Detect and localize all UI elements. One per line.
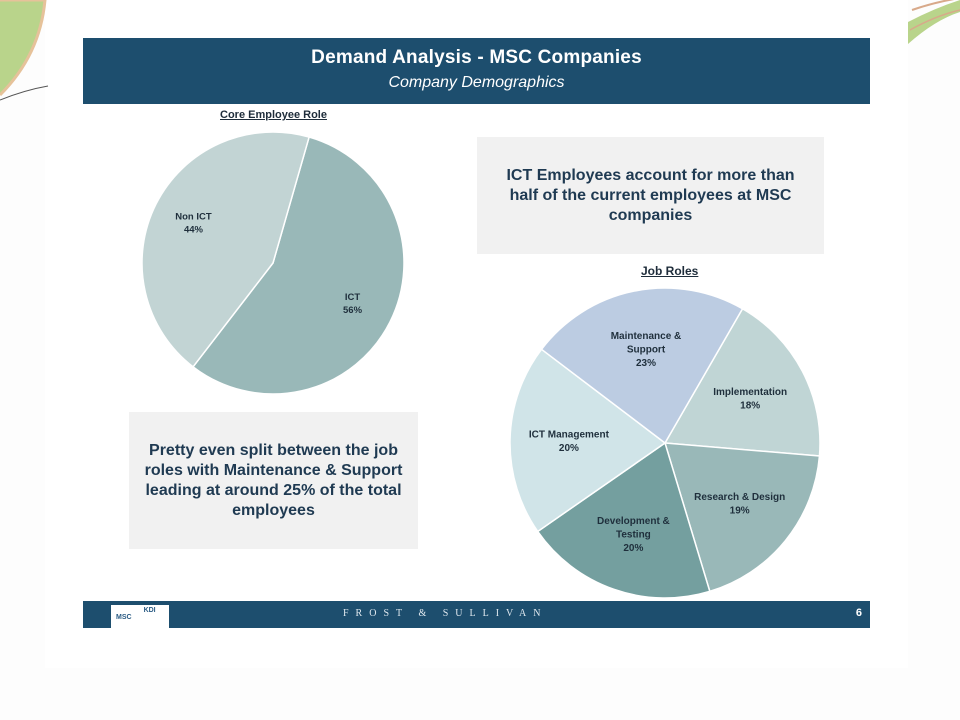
ict-callout-text: ICT Employees account for more than half… xyxy=(506,166,795,224)
pie-slice-non-ict xyxy=(141,131,311,368)
kdi-logo-text: KDI xyxy=(143,607,156,614)
job-roles-chart-title: Job Roles xyxy=(641,264,699,278)
slice-label-development-and-testing: Development & Testing 20% xyxy=(597,516,670,554)
slice-label-non-ict: Non ICT 44% xyxy=(175,212,212,236)
top-right-decoration xyxy=(908,0,960,44)
slice-label-ict-management: ICT Management 20% xyxy=(529,430,610,455)
core-role-pie-chart: ICT 56% Non ICT 44% xyxy=(141,131,405,395)
pie-slice-maintenance-and-support xyxy=(540,287,744,445)
slide-footer: MSC KDI FROST & SULLIVAN 6 xyxy=(83,601,870,628)
slide-subtitle: Company Demographics xyxy=(388,74,565,91)
page-number: 6 xyxy=(855,607,862,619)
job-roles-callout-box: Pretty even split between the job roles … xyxy=(129,412,418,549)
pie-slice-development-and-testing xyxy=(536,441,711,599)
msc-logo-text: MSC xyxy=(116,614,132,621)
pie-slice-ict xyxy=(192,136,405,395)
slice-label-implementation: Implementation 18% xyxy=(713,387,787,412)
pie-slice-ict-management xyxy=(509,348,667,533)
job-roles-pie-chart: Implementation 18% Research & Design 19% Dev… xyxy=(509,287,821,599)
slide-header: Demand Analysis - MSC Companies Company … xyxy=(83,38,870,104)
pie-slice-research-and-design xyxy=(663,442,821,593)
top-left-decoration xyxy=(0,0,49,101)
slice-label-ict: ICT 56% xyxy=(343,292,363,316)
msc-kdi-logo: MSC KDI xyxy=(111,605,169,628)
pie-slice-implementation xyxy=(663,307,821,457)
ict-callout-box: ICT Employees account for more than half… xyxy=(477,137,824,254)
slice-label-maintenance-and-support: Maintenance & Support 23% xyxy=(611,331,682,369)
slice-label-research-and-design: Research & Design 19% xyxy=(694,492,785,516)
job-roles-callout-text: Pretty even split between the job roles … xyxy=(144,441,403,519)
frost-sullivan-brand: FROST & SULLIVAN xyxy=(343,608,548,619)
core-role-chart-title: Core Employee Role xyxy=(220,109,327,121)
slide-title: Demand Analysis - MSC Companies xyxy=(311,47,642,68)
